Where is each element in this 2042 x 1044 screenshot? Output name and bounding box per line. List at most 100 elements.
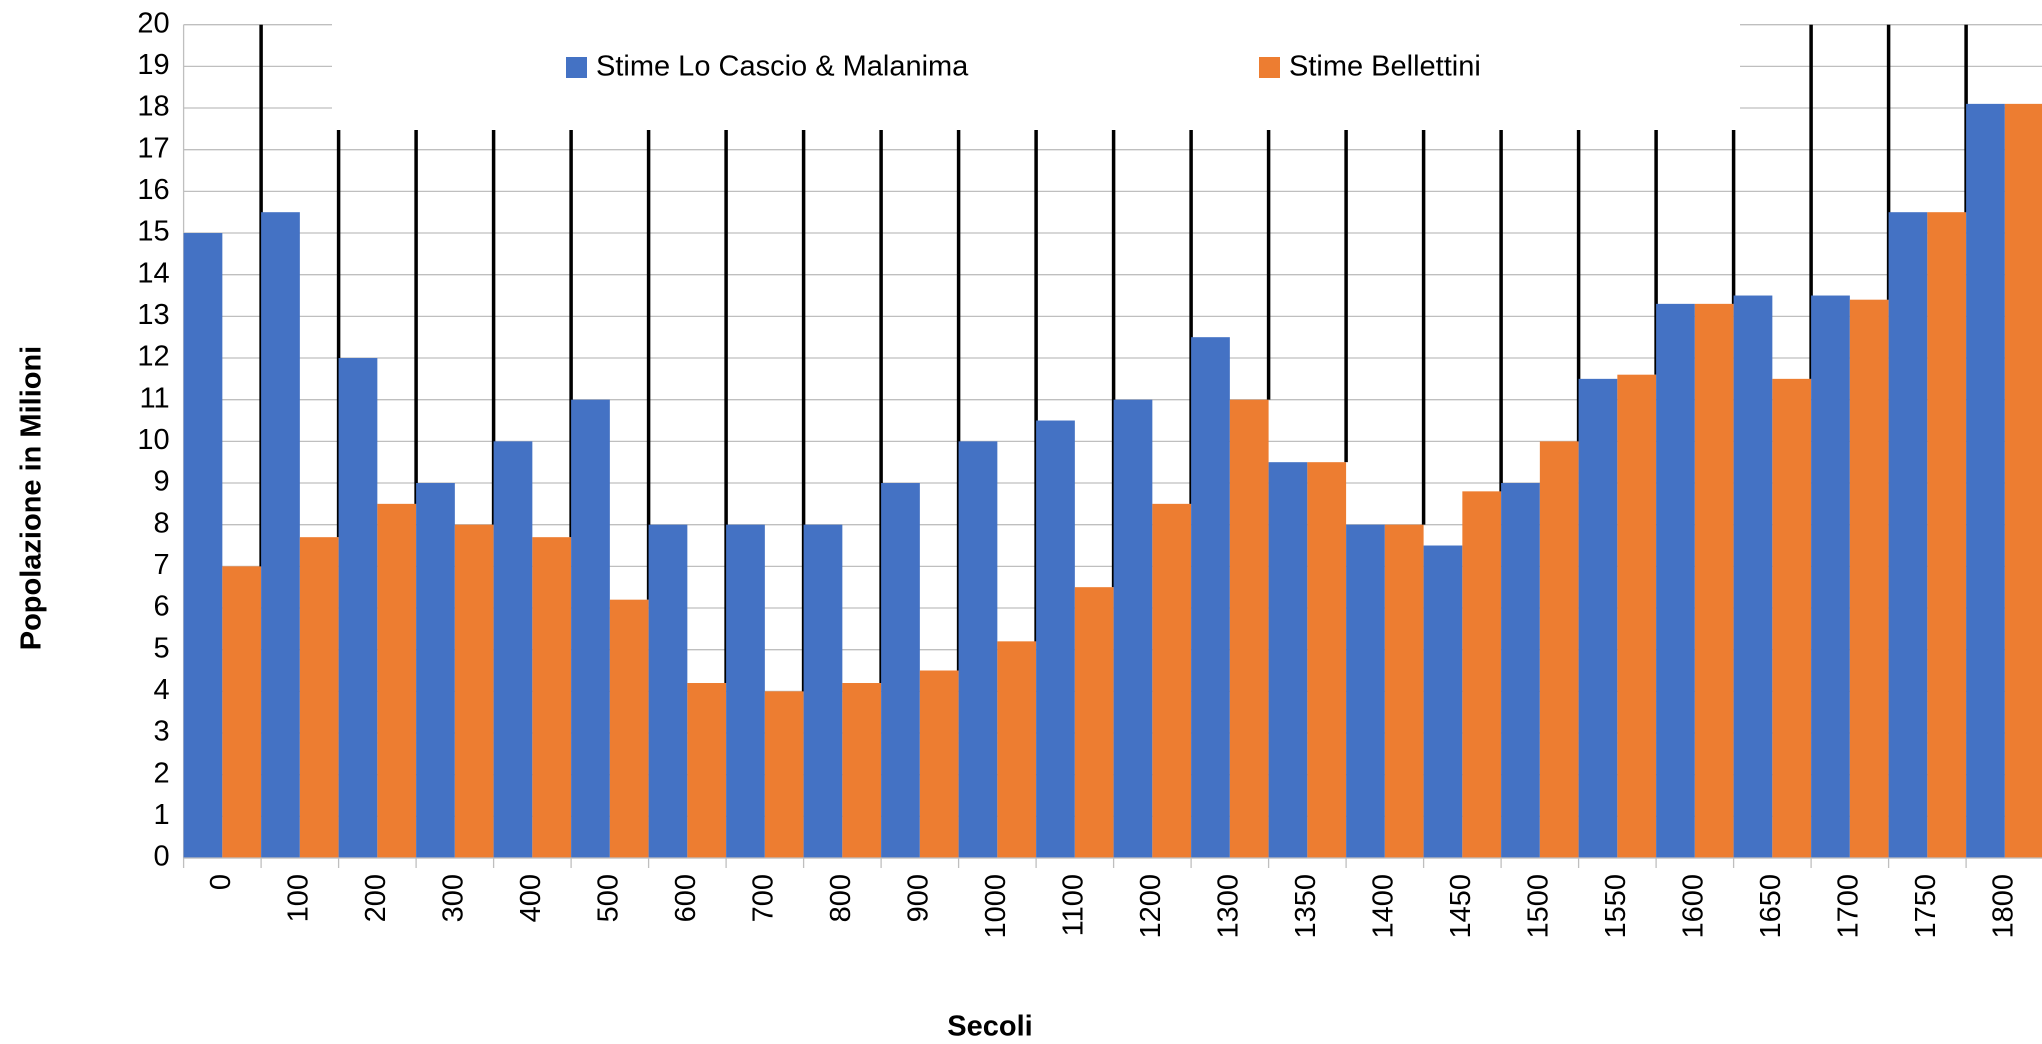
- bar: [1811, 295, 1850, 859]
- bar: [493, 441, 533, 858]
- legend-label: Stime Bellettini: [1289, 51, 1481, 83]
- x-tick-label: 1700: [1833, 874, 1865, 939]
- bar: [1036, 420, 1075, 858]
- y-tick-label: 11: [139, 382, 169, 414]
- x-tick-label: 1100: [1058, 874, 1090, 936]
- y-tick-label: 3: [153, 716, 169, 748]
- bar: [1888, 212, 1928, 858]
- bar: [687, 683, 727, 858]
- bar: [1346, 524, 1385, 858]
- bar: [1152, 503, 1192, 858]
- x-axis-title: Secoli: [947, 1011, 1032, 1043]
- y-tick-label: 9: [153, 466, 169, 498]
- bar: [1268, 462, 1308, 858]
- bar: [299, 537, 339, 858]
- bar: [1423, 545, 1463, 858]
- x-tick-label: 1400: [1368, 874, 1400, 939]
- bar: [261, 212, 300, 858]
- y-tick-label: 0: [153, 841, 169, 873]
- x-tick-label: 1500: [1523, 874, 1555, 939]
- x-tick-label: 900: [903, 874, 935, 922]
- legend-swatch: [566, 57, 587, 78]
- x-tick-label: 400: [515, 874, 547, 922]
- x-tick-label: 500: [593, 874, 625, 922]
- y-tick-label: 12: [137, 341, 169, 373]
- y-tick-label: 14: [137, 257, 169, 289]
- y-tick-label: 6: [153, 591, 169, 623]
- bar: [532, 537, 572, 858]
- y-axis-title: Popolazione in Milioni: [16, 346, 48, 651]
- bar: [338, 358, 378, 858]
- bar: [764, 691, 804, 858]
- bar: [1501, 483, 1540, 858]
- y-tick-label: 5: [153, 632, 169, 664]
- x-tick-label: 1200: [1135, 874, 1167, 939]
- x-tick-label: 700: [748, 874, 780, 922]
- y-tick-label: 4: [153, 674, 169, 706]
- y-tick-label: 20: [137, 7, 169, 39]
- y-tick-label: 10: [137, 424, 169, 456]
- y-tick-label: 18: [137, 91, 169, 123]
- x-tick-label: 1300: [1213, 874, 1245, 939]
- y-tick-label: 17: [137, 132, 169, 164]
- bar: [1733, 295, 1773, 859]
- x-tick-label: 1450: [1445, 874, 1477, 939]
- bar: [1656, 303, 1695, 859]
- x-tick-label: 1800: [1988, 874, 2020, 939]
- legend-label: Stime Lo Cascio & Malanima: [596, 51, 969, 83]
- y-tick-label: 15: [137, 216, 169, 248]
- bar: [881, 483, 920, 858]
- y-tick-label: 19: [137, 49, 169, 81]
- bar: [1849, 299, 1889, 859]
- bar: [1927, 212, 1967, 858]
- x-tick-label: 1600: [1678, 874, 1710, 939]
- bar: [377, 503, 417, 858]
- bar: [1578, 378, 1618, 858]
- bar: [222, 566, 262, 858]
- y-tick-label: 8: [153, 507, 169, 539]
- legend-box: [332, 22, 1740, 130]
- x-tick-label: 100: [283, 874, 315, 922]
- x-tick-label: 800: [825, 874, 857, 922]
- bar: [1462, 491, 1502, 858]
- x-tick-label: 1750: [1910, 874, 1942, 939]
- bar: [1694, 303, 1734, 859]
- bar: [1229, 399, 1269, 858]
- bar: [1113, 399, 1153, 858]
- y-tick-label: 7: [153, 549, 169, 581]
- bar: [571, 399, 610, 858]
- bar: [648, 524, 688, 858]
- x-tick-label: 1350: [1290, 874, 1322, 939]
- bar: [1191, 337, 1230, 858]
- y-tick-label: 2: [153, 757, 169, 789]
- bar: [726, 524, 765, 858]
- x-tick-label: 300: [438, 874, 470, 922]
- bar: [803, 524, 843, 858]
- x-tick-label: 1000: [980, 874, 1012, 939]
- y-tick-label: 16: [137, 174, 169, 206]
- bar: [1966, 103, 2005, 858]
- y-tick-label: 1: [153, 799, 169, 831]
- bar: [1074, 587, 1114, 858]
- bar: [958, 441, 998, 858]
- bar: [2004, 103, 2042, 858]
- bar: [997, 641, 1037, 858]
- y-tick-label: 13: [137, 299, 169, 331]
- bar: [1617, 374, 1657, 858]
- x-tick-label: 200: [360, 874, 392, 922]
- x-tick-label: 1550: [1600, 874, 1632, 939]
- bar: [1307, 462, 1347, 858]
- bar: [183, 233, 223, 858]
- bar: [919, 670, 959, 858]
- bar: [454, 524, 494, 858]
- x-tick-label: 600: [670, 874, 702, 922]
- bar: [416, 483, 455, 858]
- bar: [1384, 524, 1424, 858]
- x-tick-label: 1650: [1755, 874, 1787, 939]
- legend-swatch: [1259, 57, 1280, 78]
- bar: [609, 599, 649, 858]
- bar: [1539, 441, 1579, 858]
- bar: [842, 683, 882, 858]
- x-tick-label: 0: [205, 874, 237, 890]
